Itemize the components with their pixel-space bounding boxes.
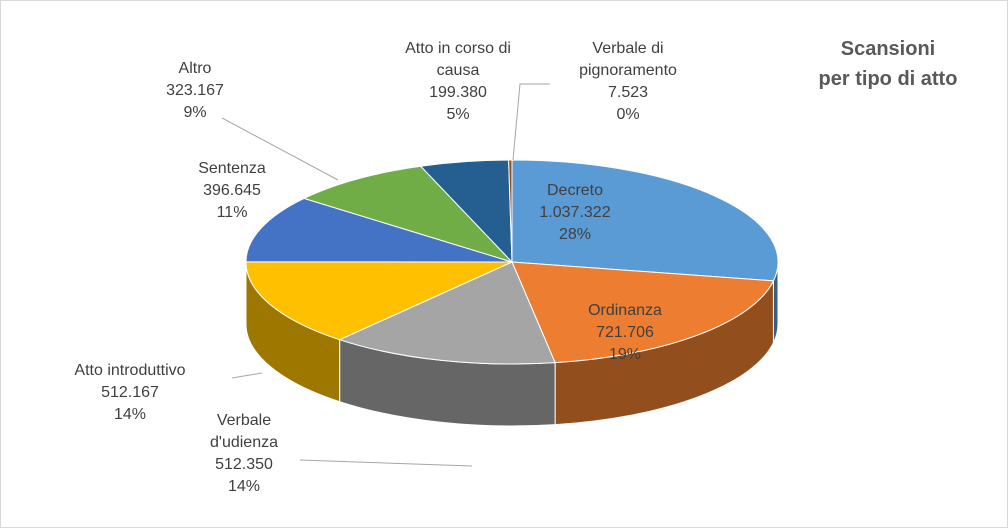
label-percent: 14% — [227, 478, 261, 495]
data-label: Verbale d'udienza 512.350 14% — [203, 410, 285, 498]
data-label: Altro 323.167 9% — [145, 58, 245, 124]
label-name: Verbale d'udienza — [210, 412, 278, 451]
chart-title: Scansioni per tipo di atto — [819, 34, 958, 94]
slice — [338, 261, 556, 365]
label-name: Ordinanza — [588, 302, 662, 319]
slice — [508, 159, 513, 263]
data-label: Atto in corso di causa 199.380 5% — [389, 38, 527, 126]
title-line: per tipo di atto — [818, 68, 958, 90]
leader-line — [221, 117, 339, 181]
label-name: Verbale di pignoramento — [579, 40, 677, 79]
label-percent: 14% — [113, 406, 147, 423]
label-value: 199.380 — [429, 84, 487, 101]
slice — [511, 261, 775, 364]
label-name: Atto in corso di causa — [405, 40, 511, 79]
label-percent: 9% — [183, 104, 207, 121]
data-label: Ordinanza 721.706 19% — [545, 300, 705, 366]
slice — [511, 159, 779, 282]
leader-line — [299, 459, 473, 467]
label-percent: 0% — [616, 106, 640, 123]
label-name: Sentenza — [198, 160, 266, 177]
label-percent: 28% — [558, 226, 592, 243]
label-percent: 11% — [216, 204, 248, 221]
label-percent: 5% — [446, 106, 470, 123]
label-name: Altro — [178, 60, 212, 77]
leader-line — [231, 372, 263, 379]
slice — [245, 261, 513, 341]
title-line: Scansioni — [840, 38, 936, 60]
label-value: 512.350 — [215, 456, 273, 473]
data-label: Atto introduttivo 512.167 14% — [30, 360, 230, 426]
label-name: Decreto — [546, 182, 604, 199]
slice — [302, 165, 514, 264]
pie — [245, 159, 779, 427]
label-percent: 19% — [608, 346, 642, 363]
slice — [245, 197, 513, 263]
label-value: 721.706 — [596, 324, 654, 341]
label-value: 396.645 — [203, 182, 261, 199]
data-label: Decreto 1.037.322 28% — [495, 180, 655, 246]
label-value: 7.523 — [607, 84, 649, 101]
data-label: Sentenza 396.645 11% — [172, 158, 292, 224]
label-value: 1.037.322 — [539, 204, 611, 221]
label-value: 512.167 — [101, 384, 159, 401]
leader-line — [512, 83, 550, 161]
data-label: Verbale di pignoramento 7.523 0% — [572, 38, 684, 126]
label-value: 323.167 — [166, 82, 224, 99]
label-name: Atto introduttivo — [74, 362, 186, 379]
